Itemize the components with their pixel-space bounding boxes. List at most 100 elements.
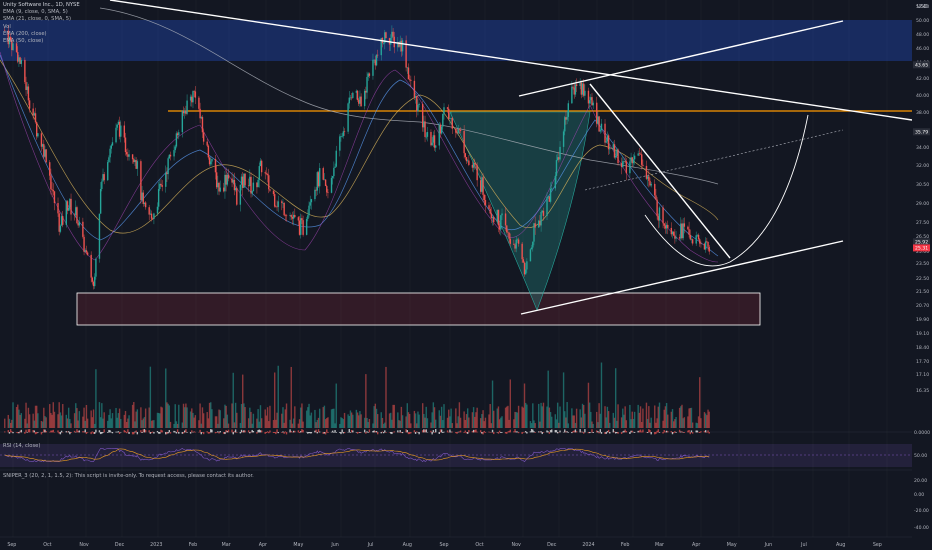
- sniper-bar: [623, 430, 625, 433]
- candle-body: [189, 96, 192, 101]
- sniper-bar: [76, 429, 78, 433]
- candle-body: [32, 108, 34, 116]
- candle-body: [645, 165, 648, 179]
- volume-bar: [475, 412, 477, 428]
- candle-body: [374, 59, 377, 66]
- volume-bar: [580, 417, 583, 428]
- candle-body: [681, 223, 683, 239]
- sniper-bar: [681, 431, 683, 433]
- volume-bar: [564, 411, 566, 428]
- volume-bar: [52, 402, 54, 428]
- volume-bar: [103, 412, 105, 428]
- volume-bar: [142, 418, 144, 428]
- candle-body: [423, 121, 425, 128]
- symbol-title[interactable]: Unity Software Inc., 1D, NYSE: [3, 2, 80, 8]
- indicator-ema-200[interactable]: EMA (200, close): [3, 30, 47, 37]
- indicator-ema-9[interactable]: EMA (9, close, 0, SMA, 5): [3, 9, 68, 16]
- volume-bar: [73, 413, 76, 428]
- sniper-bar: [449, 429, 451, 433]
- volume-bar: [481, 414, 483, 428]
- volume-bar: [682, 418, 684, 428]
- candle-body: [283, 202, 285, 216]
- sniper-bar: [67, 431, 70, 433]
- candle-body: [417, 104, 419, 112]
- volume-bar: [425, 406, 427, 428]
- candle-body: [629, 161, 631, 174]
- time-tick-label: Jul: [800, 542, 807, 548]
- candle-body: [52, 190, 54, 192]
- sniper-bar: [646, 432, 649, 433]
- time-axis[interactable]: Sep Oct Nov Dec 2023 Feb Mar Apr May Jun Jul Aug Sep…: [0, 536, 912, 548]
- volume-bar: [234, 402, 237, 428]
- sniper-bar: [186, 432, 188, 433]
- candle-body: [475, 163, 477, 166]
- candle-body: [26, 86, 28, 90]
- volume-bar: [4, 418, 6, 428]
- candle-body: [236, 187, 238, 205]
- candle-body: [517, 239, 520, 244]
- volume-bar: [400, 406, 403, 428]
- price-tick-label: 42.00: [916, 76, 929, 82]
- sniper-bar: [58, 432, 60, 434]
- sniper-bar: [166, 432, 168, 435]
- demand-zone[interactable]: [76, 292, 761, 326]
- volume-bar: [92, 409, 95, 428]
- price-axis[interactable]: USD 52.0050.0048.0046.0044.0042.0040.003…: [912, 0, 932, 550]
- sniper-bar: [475, 429, 477, 433]
- time-tick-label: Dec: [547, 542, 557, 548]
- trendline-drawings[interactable]: [109, 0, 913, 315]
- sniper-bar: [513, 431, 515, 433]
- sniper-bar: [670, 431, 673, 433]
- candlestick-series[interactable]: [4, 24, 710, 290]
- volume-bar: [414, 413, 417, 428]
- indicator-ema-50[interactable]: EMA (50, close): [3, 38, 44, 45]
- volume-bar: [662, 420, 664, 428]
- volume-bar: [327, 417, 329, 428]
- sniper-bar: [655, 432, 657, 434]
- sniper-bar: [579, 429, 581, 433]
- lower-axis-label-2: 0.00: [914, 492, 924, 498]
- candle-body: [541, 210, 543, 212]
- supply-zone[interactable]: [0, 20, 912, 61]
- sniper-indicator-label[interactable]: SNIPER_3 (20, 2, 1, 1.5, 2): This script…: [3, 473, 254, 479]
- volume-bar: [533, 420, 535, 428]
- volume-bar: [633, 411, 636, 428]
- volume-bar: [695, 422, 697, 428]
- indicator-volume[interactable]: Vol: [3, 23, 11, 30]
- candle-body: [275, 206, 277, 208]
- candle-body: [185, 110, 187, 114]
- candle-body: [107, 162, 109, 181]
- candle-body: [664, 225, 667, 229]
- sniper-bar: [584, 429, 586, 433]
- volume-bar: [624, 406, 626, 428]
- price-tick-label: 38.00: [916, 110, 929, 116]
- volume-bar: [356, 412, 359, 428]
- sniper-bar: [315, 429, 317, 433]
- sniper-bar: [442, 432, 444, 433]
- sniper-bar: [250, 431, 252, 433]
- sniper-bar: [581, 431, 584, 433]
- volume-bar: [556, 402, 559, 428]
- rsi-indicator-label[interactable]: RSI (14, close): [3, 443, 41, 449]
- sniper-bar: [645, 432, 648, 433]
- volume-bar: [522, 407, 525, 428]
- sniper-bar: [591, 429, 593, 433]
- sniper-bar: [125, 432, 128, 434]
- sniper-bar: [587, 432, 590, 434]
- sniper-bar: [539, 431, 541, 433]
- sniper-bar: [302, 429, 304, 433]
- candle-body: [654, 183, 656, 196]
- indicator-sma-21[interactable]: SMA (21, close, 0, SMA, 5): [3, 16, 72, 23]
- price-tick-label: 30.50: [916, 182, 929, 188]
- candle-body: [488, 205, 490, 209]
- candle-body: [118, 121, 121, 137]
- sniper-bar: [365, 432, 367, 434]
- sniper-bar: [240, 429, 243, 433]
- volume-bar: [131, 404, 134, 428]
- price-tick-label: 20.70: [916, 303, 929, 309]
- sniper-bar: [508, 430, 510, 433]
- sniper-bar: [556, 432, 559, 434]
- candle-body: [352, 92, 354, 98]
- volume-bar: [641, 422, 643, 428]
